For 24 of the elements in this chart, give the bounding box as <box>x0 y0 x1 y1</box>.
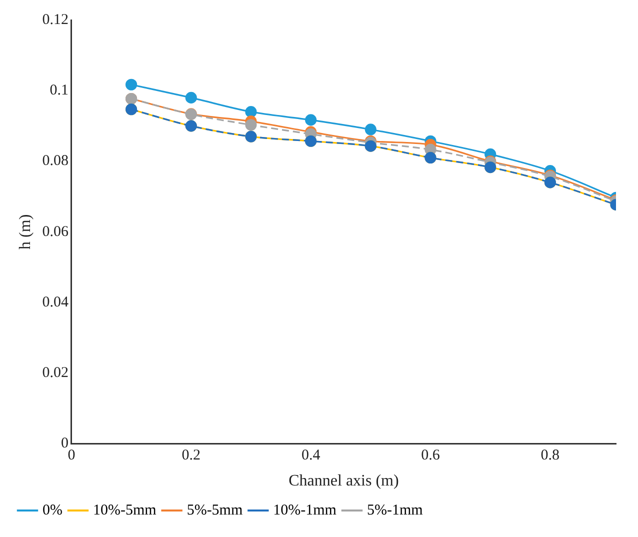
x-tick-label: 0.6 <box>421 448 440 464</box>
point <box>185 92 197 104</box>
x-tick-label: 0.2 <box>182 448 201 464</box>
legend-label: 5%-5mm <box>186 502 243 518</box>
y-tick-label: 0.1 <box>50 82 68 99</box>
x-axis-title: Channel axis (m) <box>288 472 399 490</box>
legend-label: 10%-5mm <box>92 502 157 518</box>
y-tick-label: 0.08 <box>42 153 68 170</box>
x-tick-label: 0.8 <box>540 448 560 464</box>
point <box>364 124 376 136</box>
point <box>245 119 257 131</box>
x-tick-label: 0.4 <box>301 448 321 464</box>
legend-label: 0% <box>42 502 62 518</box>
y-tick-label: 0.02 <box>42 365 68 382</box>
point <box>245 106 257 118</box>
point <box>305 114 317 126</box>
legend-label: 10%-1mm <box>273 502 337 518</box>
y-tick-label: 0.12 <box>42 12 68 28</box>
y-axis-title: h (m) <box>16 214 34 250</box>
point <box>125 78 138 90</box>
y-tick-label: 0.04 <box>42 294 69 310</box>
y-tick-label: 0.06 <box>42 224 69 240</box>
legend-label: 5%-1mm <box>366 502 424 518</box>
y-tick-label: 0 <box>60 436 68 452</box>
